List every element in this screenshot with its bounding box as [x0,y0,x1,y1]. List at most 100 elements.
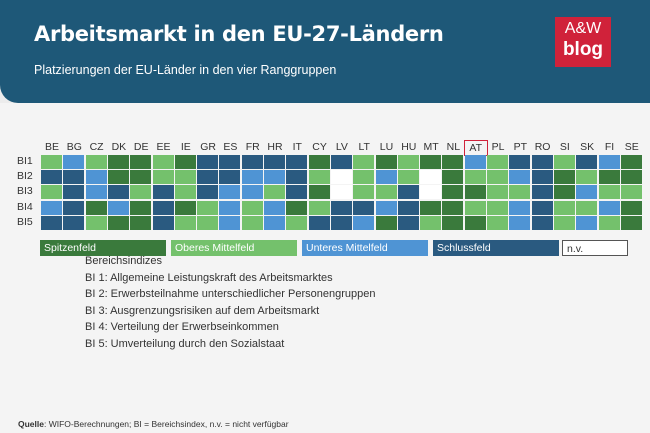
column-label-se: SE [624,141,639,153]
cell-bi2-hr [264,170,285,185]
row-label-bi5: BI5 [17,215,33,228]
index-item-1: BI 1: Allgemeine Leistungskraft des Arbe… [85,271,333,284]
cell-bi4-se [620,200,642,215]
cell-bi4-lv [330,200,352,215]
cell-bi5-at [464,215,486,230]
cell-bi5-it [286,215,308,230]
cell-bi3-hu [397,185,419,200]
cell-bi1-cy [308,155,330,169]
cell-bi3-it [286,185,308,200]
cell-bi4-si [553,200,575,215]
column-label-at: AT [463,140,488,156]
cell-bi2-se [620,170,642,185]
cell-bi4-sk [576,200,598,215]
aw-blog-logo[interactable]: A&W blog [555,17,611,67]
cell-bi2-hu [397,170,419,185]
cell-bi2-ro [531,170,553,185]
cell-bi2-cy [308,170,330,185]
column-label-ro: RO [534,141,551,153]
cell-bi3-es [219,185,241,200]
cell-bi3-be [41,185,62,200]
cell-bi1-nl [442,155,464,169]
cell-bi4-ee [152,200,174,215]
index-item-2: BI 2: Erwerbsteilnahme unterschiedlicher… [85,288,376,300]
cell-bi3-lt [353,185,375,200]
source-label: Quelle [18,419,44,429]
cell-bi1-fr [241,155,263,169]
cell-bi4-nl [442,200,464,215]
cell-bi5-hr [264,215,285,230]
cell-bi4-ie [174,200,196,215]
cell-bi1-pl [487,155,508,169]
column-label-be: BE [44,141,59,153]
cell-bi3-pt [509,185,531,200]
cell-bi5-pl [487,215,508,230]
index-item-3: BI 3: Ausgrenzungsrisiken auf dem Arbeit… [85,304,320,317]
legend-item-schlussfeld: Schlussfeld [433,240,559,256]
cell-bi5-be [41,215,62,230]
cell-bi1-lu [375,155,397,169]
cell-bi2-lu [375,170,397,185]
column-label-de: DE [133,141,149,153]
column-label-cz: CZ [89,141,104,153]
source-note: Quelle: WIFO-Berechnungen; BI = Bereichs… [18,419,289,429]
cell-bi1-mt [420,155,442,169]
cell-bi3-ro [531,185,553,200]
legend-item-spitzenfeld: Spitzenfeld [40,240,166,256]
cell-bi1-sk [576,155,598,169]
cell-bi5-si [553,215,575,230]
column-label-pt: PT [513,141,527,153]
cell-bi3-gr [197,185,219,200]
cell-bi4-de [130,200,152,215]
cell-bi1-se [620,155,642,169]
cell-bi2-nl [442,170,464,185]
cell-bi5-lv [330,215,352,230]
cell-bi3-ie [174,185,196,200]
cell-bi2-it [286,170,308,185]
cell-bi1-ee [152,155,174,169]
cell-bi1-si [553,155,575,169]
cell-bi2-si [553,170,575,185]
cell-bi1-hu [397,155,419,169]
cell-bi4-at [464,200,486,215]
cell-bi4-bg [63,200,85,215]
cell-bi5-dk [107,215,129,230]
column-label-gr: GR [200,141,216,153]
cell-bi1-be [41,155,62,169]
column-label-lt: LT [358,141,370,153]
cell-bi2-sk [576,170,598,185]
cell-bi4-es [219,200,241,215]
cell-bi5-de [130,215,152,230]
index-item-4: BI 4: Verteilung der Erwerbseinkommen [85,321,279,333]
column-label-pl: PL [491,141,505,153]
cell-bi3-dk [107,185,129,200]
cell-bi2-lv [330,170,352,185]
cell-bi3-si [553,185,575,200]
column-label-bg: BG [66,141,82,153]
cell-bi1-es [219,155,241,169]
cell-bi3-ee [152,185,174,200]
logo-line1: A&W [564,20,602,37]
cell-bi1-gr [197,155,219,169]
column-label-sk: SK [580,141,595,153]
cell-bi5-cz [85,215,107,230]
column-label-fr: FR [245,141,260,153]
cell-bi5-mt [420,215,442,230]
cell-bi5-lu [375,215,397,230]
cell-bi1-de [130,155,152,169]
cell-bi5-nl [442,215,464,230]
cell-bi2-bg [63,170,85,185]
cell-bi5-pt [509,215,531,230]
page-title: Arbeitsmarkt in den EU-27-Ländern [34,22,444,46]
cell-bi2-es [219,170,241,185]
cell-bi5-gr [197,215,219,230]
legend-item-n-v: n.v. [562,240,628,256]
source-text: : WIFO-Berechnungen; BI = Bereichsindex,… [43,419,289,429]
cell-bi2-ie [174,170,196,185]
cell-bi3-hr [264,185,285,200]
cell-bi3-pl [487,185,508,200]
cell-bi1-hr [264,155,285,169]
cell-bi2-mt [420,170,442,185]
row-label-bi2: BI2 [17,170,33,183]
column-label-mt: MT [423,141,439,153]
